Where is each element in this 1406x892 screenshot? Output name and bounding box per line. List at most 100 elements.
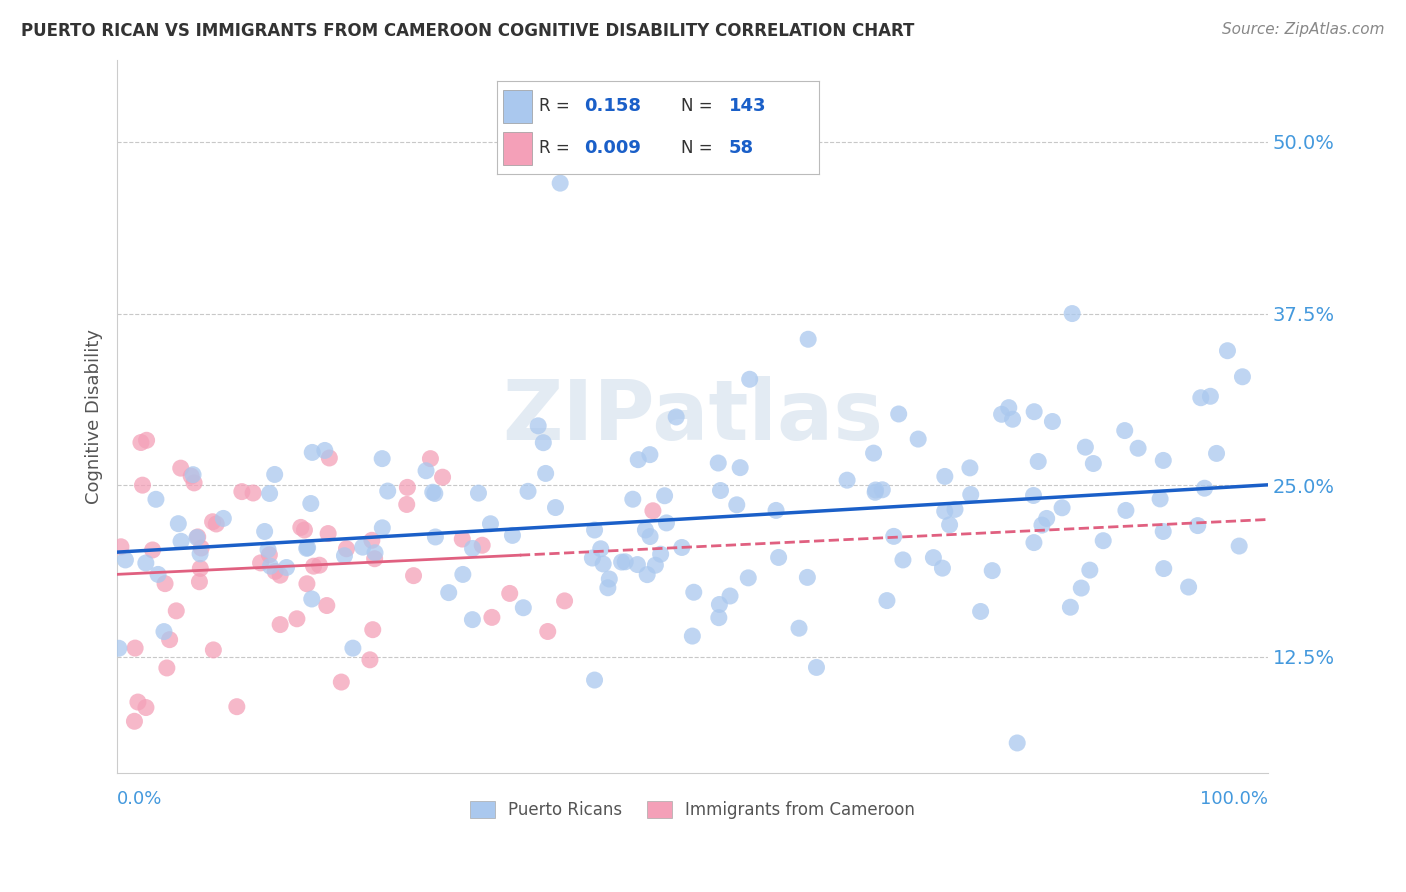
Point — [1149, 491, 1171, 506]
Point — [636, 567, 658, 582]
Point — [415, 464, 437, 478]
Point — [156, 661, 179, 675]
Point — [863, 485, 886, 500]
Point — [787, 621, 810, 635]
Point — [299, 496, 322, 510]
Point — [592, 557, 614, 571]
Point — [259, 486, 281, 500]
Point — [242, 486, 264, 500]
Point — [1199, 389, 1222, 403]
Point — [269, 568, 291, 582]
Point — [187, 530, 209, 544]
Point — [135, 434, 157, 448]
Point — [471, 538, 494, 552]
Point — [360, 533, 382, 548]
Point — [671, 541, 693, 555]
Point — [876, 593, 898, 607]
Point — [641, 504, 664, 518]
Point — [655, 516, 678, 530]
Point — [183, 475, 205, 490]
Point — [290, 520, 312, 534]
Point — [707, 610, 730, 624]
Point — [614, 555, 637, 569]
Point — [499, 586, 522, 600]
Y-axis label: Cognitive Disability: Cognitive Disability — [86, 329, 103, 504]
Point — [170, 461, 193, 475]
Text: 0.0%: 0.0% — [117, 790, 163, 808]
Point — [796, 570, 818, 584]
Point — [188, 574, 211, 589]
Point — [159, 632, 181, 647]
Point — [153, 576, 176, 591]
Point — [650, 547, 672, 561]
Point — [249, 556, 271, 570]
Point — [1152, 524, 1174, 539]
Point — [638, 448, 661, 462]
Point — [709, 483, 731, 498]
Point — [285, 612, 308, 626]
Point — [709, 598, 731, 612]
Point — [610, 555, 633, 569]
Point — [1062, 307, 1084, 321]
Point — [862, 446, 884, 460]
Point — [626, 558, 648, 572]
Point — [395, 498, 418, 512]
Point — [127, 695, 149, 709]
Point — [959, 487, 981, 501]
Point — [479, 516, 502, 531]
Point — [259, 548, 281, 562]
Point — [371, 451, 394, 466]
Point — [554, 594, 576, 608]
Point — [883, 529, 905, 543]
Point — [1022, 488, 1045, 502]
Point — [644, 558, 666, 573]
Point — [682, 585, 704, 599]
Point — [396, 480, 419, 494]
Point — [969, 604, 991, 618]
Point — [316, 526, 339, 541]
Point — [638, 530, 661, 544]
Point — [461, 613, 484, 627]
Point — [718, 589, 741, 603]
Text: ZIPatlas: ZIPatlas — [502, 376, 883, 457]
Point — [665, 409, 688, 424]
Point — [364, 546, 387, 560]
Point — [467, 486, 489, 500]
Point — [1126, 442, 1149, 456]
Point — [263, 467, 285, 482]
Point — [419, 451, 441, 466]
Point — [634, 523, 657, 537]
Point — [835, 473, 858, 487]
Point — [259, 559, 281, 574]
Point — [371, 521, 394, 535]
Point — [548, 176, 571, 190]
Point — [872, 483, 894, 497]
Point — [114, 553, 136, 567]
Point — [142, 543, 165, 558]
Point — [581, 551, 603, 566]
Point — [1026, 454, 1049, 468]
Point — [943, 502, 966, 516]
Point — [1216, 343, 1239, 358]
Point — [315, 599, 337, 613]
Point — [1083, 457, 1105, 471]
Point — [1050, 500, 1073, 515]
Point — [363, 551, 385, 566]
Text: PUERTO RICAN VS IMMIGRANTS FROM CAMEROON COGNITIVE DISABILITY CORRELATION CHART: PUERTO RICAN VS IMMIGRANTS FROM CAMEROON… — [21, 22, 914, 40]
Point — [146, 567, 169, 582]
Point — [1070, 581, 1092, 595]
Point — [931, 561, 953, 575]
Point — [1153, 561, 1175, 575]
Point — [527, 418, 550, 433]
Point — [153, 624, 176, 639]
Point — [1059, 600, 1081, 615]
Point — [425, 530, 447, 544]
Point — [124, 641, 146, 656]
Point — [512, 600, 534, 615]
Point — [402, 568, 425, 582]
Point — [922, 550, 945, 565]
Point — [318, 450, 340, 465]
Point — [806, 660, 828, 674]
Point — [725, 498, 748, 512]
Point — [294, 523, 316, 537]
